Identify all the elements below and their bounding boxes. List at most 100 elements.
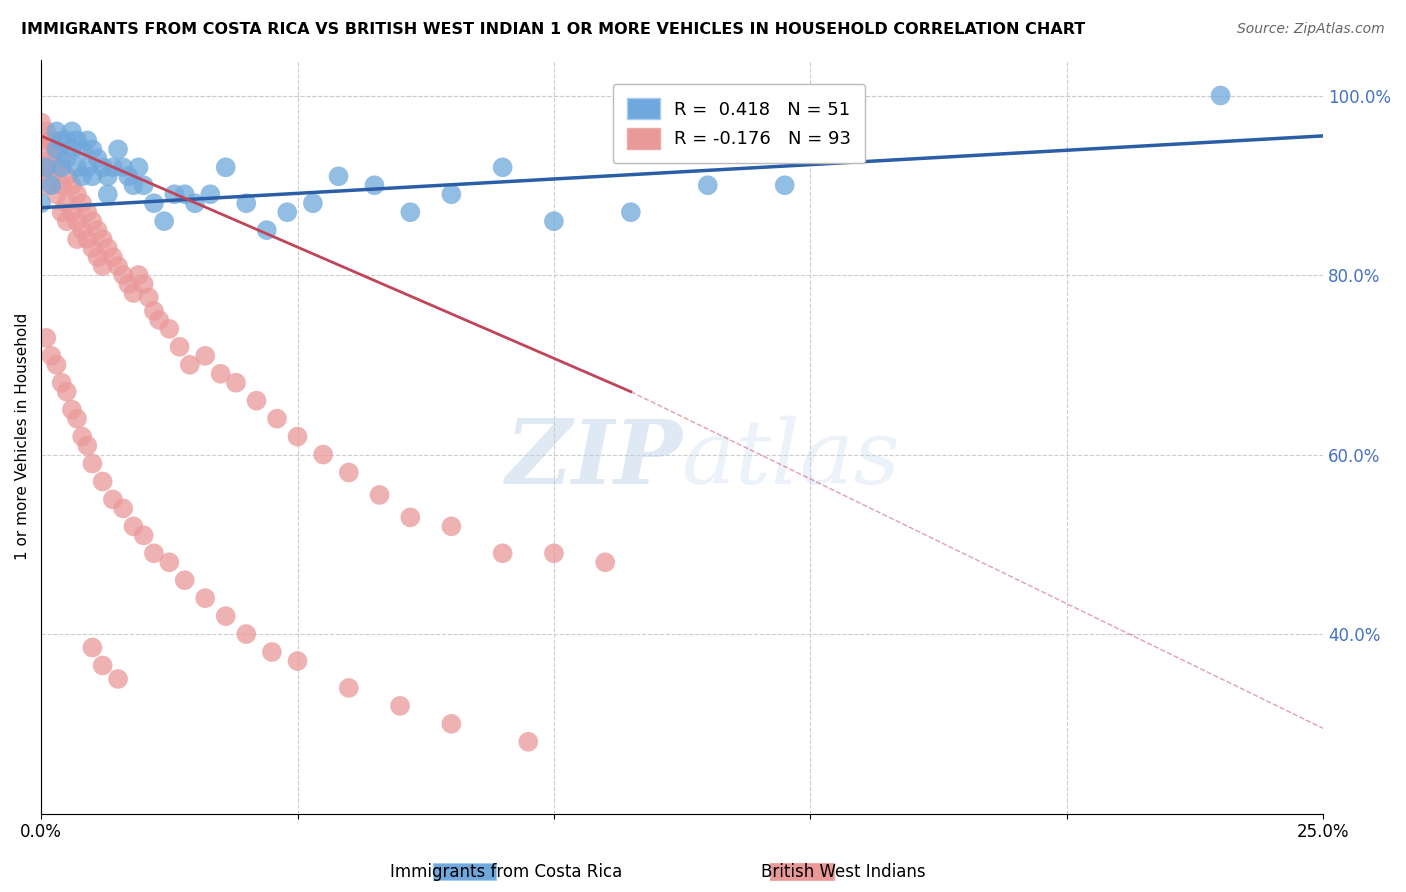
Point (260, 645, 283, 659)
Point (194, 349, 217, 363)
Point (51, 205, 73, 219)
Point (41, 178, 63, 193)
Point (70, 429, 93, 443)
Point (41, 349, 63, 363)
Point (112, 161, 135, 175)
Point (45, 358, 67, 372)
Point (593, 555, 616, 569)
Point (76, 439, 98, 453)
Point (55, 384, 77, 399)
Point (399, 510, 422, 524)
Point (328, 169, 350, 184)
Point (107, 672, 129, 686)
Y-axis label: 1 or more Vehicles in Household: 1 or more Vehicles in Household (15, 313, 30, 560)
Point (91, 161, 114, 175)
Point (132, 178, 155, 193)
Point (35, 142, 58, 156)
Point (266, 411, 288, 425)
Legend: R =  0.418   N = 51, R = -0.176   N = 93: R = 0.418 N = 51, R = -0.176 N = 93 (613, 84, 866, 163)
Point (35, 331, 58, 345)
Point (620, 205, 643, 219)
Point (51, 178, 73, 193)
Point (122, 285, 145, 300)
Point (97, 241, 120, 255)
Point (55, 196, 77, 211)
Text: ZIP: ZIP (506, 416, 682, 502)
Point (132, 277, 155, 291)
Point (128, 268, 150, 282)
Point (337, 681, 360, 695)
Point (101, 161, 124, 175)
Point (82, 241, 104, 255)
Point (157, 555, 180, 569)
Point (76, 232, 98, 246)
Point (86, 250, 108, 264)
Point (112, 501, 135, 516)
Point (45, 124, 67, 138)
Point (440, 716, 463, 731)
Point (173, 573, 195, 587)
Point (82, 640, 104, 655)
Point (287, 654, 309, 668)
Point (163, 187, 186, 202)
Point (97, 187, 120, 202)
Point (112, 268, 135, 282)
Point (70, 142, 93, 156)
Point (287, 429, 309, 443)
Text: IMMIGRANTS FROM COSTA RICA VS BRITISH WEST INDIAN 1 OR MORE VEHICLES IN HOUSEHOL: IMMIGRANTS FROM COSTA RICA VS BRITISH WE… (21, 22, 1085, 37)
Point (543, 214, 565, 228)
Point (55, 133, 77, 147)
Point (76, 161, 98, 175)
Point (184, 196, 207, 211)
Point (82, 142, 104, 156)
Point (30, 115, 52, 129)
Point (169, 340, 191, 354)
Text: Source: ZipAtlas.com: Source: ZipAtlas.com (1237, 22, 1385, 37)
Point (1209, 88, 1232, 103)
Point (142, 546, 165, 560)
Point (517, 735, 540, 749)
Point (66, 161, 89, 175)
Point (440, 187, 463, 202)
Point (107, 142, 129, 156)
Point (60, 402, 83, 417)
Point (91, 259, 114, 273)
Point (45, 187, 67, 202)
Point (60, 142, 83, 156)
Point (179, 358, 201, 372)
Point (82, 457, 104, 471)
Point (122, 178, 145, 193)
Point (70, 169, 93, 184)
Point (55, 152, 77, 166)
Point (215, 609, 238, 624)
Point (30, 196, 52, 211)
Text: Immigrants from Costa Rica: Immigrants from Costa Rica (389, 863, 623, 881)
Point (235, 196, 257, 211)
Point (142, 304, 165, 318)
Point (76, 133, 98, 147)
Point (60, 205, 83, 219)
Point (117, 169, 139, 184)
Point (35, 124, 58, 138)
Point (51, 161, 73, 175)
Point (76, 205, 98, 219)
Point (45, 142, 67, 156)
Point (194, 591, 217, 606)
Point (773, 178, 796, 193)
Point (66, 232, 89, 246)
Point (173, 187, 195, 202)
Point (41, 152, 63, 166)
Point (30, 133, 52, 147)
Point (389, 698, 412, 713)
Point (66, 411, 89, 425)
Point (245, 393, 267, 408)
Point (60, 178, 83, 193)
Point (543, 546, 565, 560)
Point (368, 488, 391, 502)
Point (35, 161, 58, 175)
Point (491, 546, 513, 560)
Point (82, 214, 104, 228)
Point (97, 169, 120, 184)
Point (440, 519, 463, 533)
Point (66, 214, 89, 228)
